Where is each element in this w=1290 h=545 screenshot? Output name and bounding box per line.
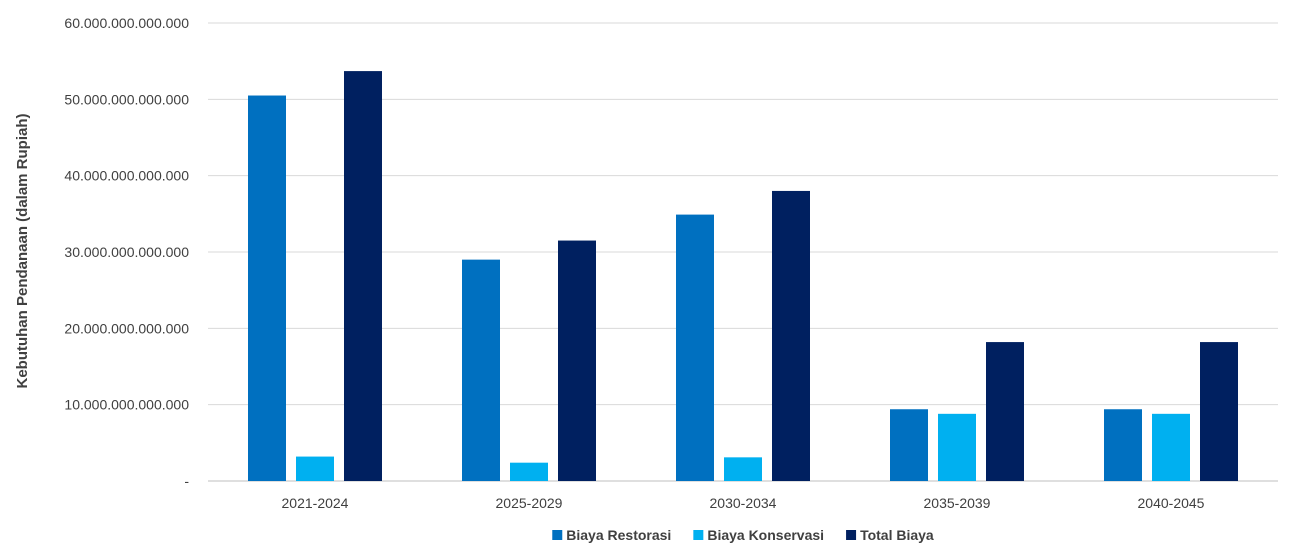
bar-biaya-konservasi-2021-2024 <box>296 456 334 481</box>
x-tick-label: 2035-2039 <box>924 495 991 511</box>
bar-biaya-konservasi-2030-2034 <box>724 457 762 481</box>
y-tick-label: - <box>184 473 189 489</box>
bar-biaya-restorasi-2035-2039 <box>890 409 928 481</box>
bar-biaya-konservasi-2035-2039 <box>938 413 976 481</box>
bar-total-biaya-2035-2039 <box>986 342 1024 481</box>
legend-swatch <box>693 530 704 540</box>
bar-biaya-restorasi-2040-2045 <box>1104 409 1142 481</box>
bar-biaya-konservasi-2040-2045 <box>1152 413 1190 481</box>
y-tick-label: 30.000.000.000.000 <box>64 244 189 260</box>
legend: Biaya Restorasi Biaya Konservasi Total Bia… <box>552 527 934 543</box>
legend-label: Total Biaya <box>860 527 934 543</box>
y-tick-label: 20.000.000.000.000 <box>64 320 189 336</box>
legend-swatch <box>846 530 857 540</box>
x-tick-label: 2030-2034 <box>710 495 777 511</box>
bar-total-biaya-2025-2029 <box>558 240 596 481</box>
legend-swatch <box>552 530 563 540</box>
x-tick-label: 2025-2029 <box>496 495 563 511</box>
legend-label: Biaya Konservasi <box>707 527 824 543</box>
legend-label: Biaya Restorasi <box>566 527 671 543</box>
gridlines <box>208 22 1278 482</box>
legend-item: Total Biaya <box>846 527 934 543</box>
bar-biaya-restorasi-2021-2024 <box>248 95 286 482</box>
bar-total-biaya-2030-2034 <box>772 190 810 481</box>
bar-biaya-restorasi-2025-2029 <box>462 259 500 481</box>
y-tick-label: 40.000.000.000.000 <box>64 168 189 184</box>
x-tick-label: 2040-2045 <box>1138 495 1205 511</box>
bar-total-biaya-2040-2045 <box>1200 342 1238 481</box>
x-axis-tick-labels: 2021-2024 2025-2029 2030-2034 2035-2039 2040… <box>282 495 1205 511</box>
bar-biaya-konservasi-2025-2029 <box>510 462 548 481</box>
bars <box>248 71 1238 482</box>
legend-item: Biaya Restorasi <box>552 527 671 543</box>
y-axis-tick-labels: - 10.000.000.000.000 20.000.000.000.000 30.… <box>64 15 189 489</box>
y-tick-label: 60.000.000.000.000 <box>64 15 189 31</box>
y-axis-title: Kebutuhan Pendanaan (dalam Rupiah) <box>14 113 31 388</box>
x-tick-label: 2021-2024 <box>282 495 349 511</box>
y-tick-label: 50.000.000.000.000 <box>64 91 189 107</box>
legend-item: Biaya Konservasi <box>693 527 824 543</box>
bar-total-biaya-2021-2024 <box>344 71 382 481</box>
y-tick-label: 10.000.000.000.000 <box>64 397 189 413</box>
bar-biaya-restorasi-2030-2034 <box>676 214 714 481</box>
